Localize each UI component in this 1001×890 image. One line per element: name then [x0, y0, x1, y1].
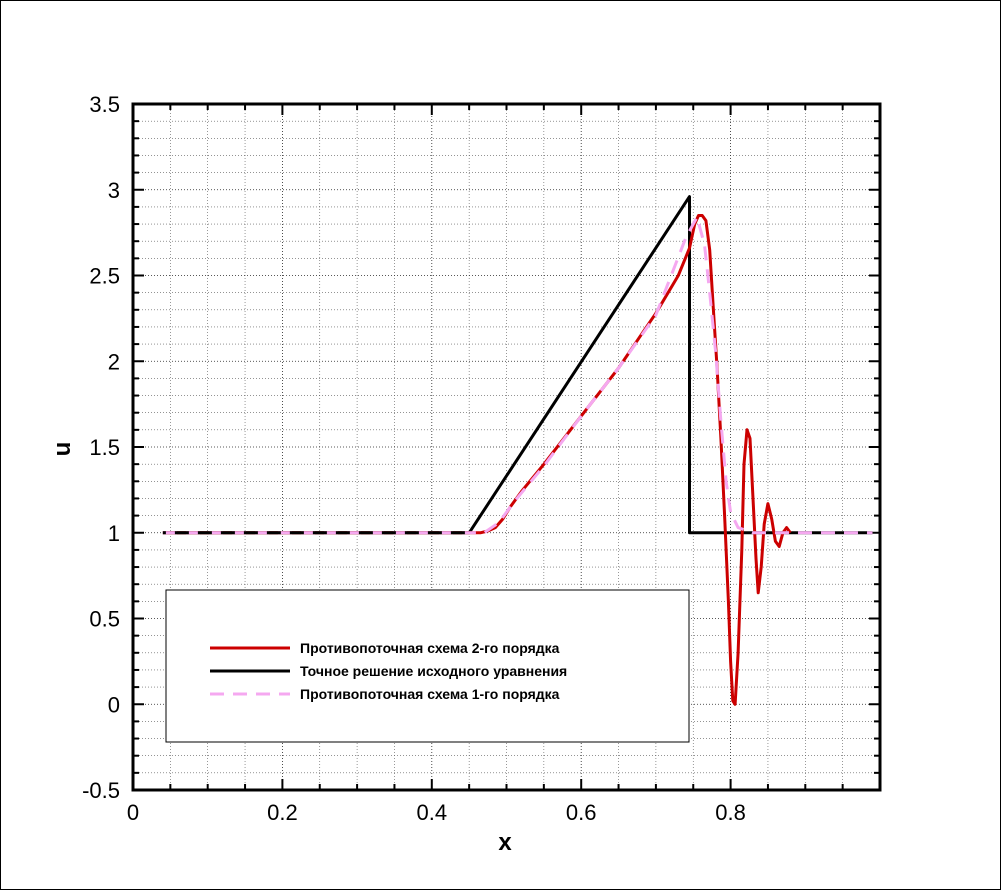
y-axis-title: u: [49, 442, 76, 457]
x-tick-label: 0.2: [267, 800, 298, 825]
legend-items: Противопоточная схема 2-го порядка Точное…: [210, 640, 567, 702]
tick-labels: 0 0.2 0.4 0.6 0.8 -0.5 0 0.5 1 1.5 2 2.5 3 3.5: [82, 92, 746, 825]
y-tick-label: 1.5: [89, 435, 120, 460]
y-tick-label: 3: [108, 178, 120, 203]
series-group: [162, 195, 873, 706]
legend: Противопоточная схема 2-го порядка Точное…: [165, 589, 690, 743]
legend-box: [165, 589, 690, 743]
y-tick-label: -0.5: [82, 778, 120, 803]
plot-border: [131, 102, 882, 792]
x-axis-title: x: [498, 829, 512, 856]
x-tick-label: 0.6: [566, 800, 597, 825]
legend-label-3: Противопоточная схема 1-го порядка: [300, 686, 560, 702]
legend-label-1: Противопоточная схема 2-го порядка: [300, 640, 560, 656]
y-tick-label: 1: [108, 521, 120, 546]
y-tick-label: 3.5: [89, 92, 120, 117]
x-tick-label: 0: [127, 800, 139, 825]
y-tick-label: 0: [108, 692, 120, 717]
series-line-3: [162, 215, 873, 535]
y-tick-label: 2: [108, 349, 120, 374]
y-tick-label: 0.5: [89, 607, 120, 632]
grid-major: [133, 104, 880, 790]
y-tick-label: 2.5: [89, 264, 120, 289]
x-tick-label: 0.4: [417, 800, 448, 825]
legend-label-2: Точное решение исходного уравнения: [300, 663, 567, 679]
x-tick-label: 0.8: [715, 800, 746, 825]
